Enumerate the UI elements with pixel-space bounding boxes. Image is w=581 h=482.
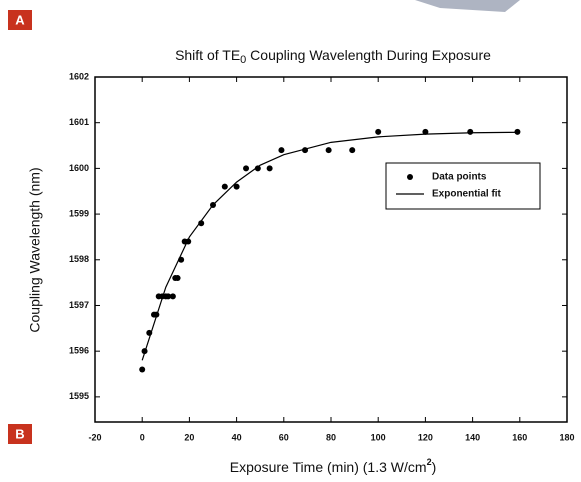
legend-box (385, 162, 541, 210)
y-tick-label: 1602 (69, 71, 89, 81)
data-point (139, 366, 146, 373)
x-tick-label: 20 (184, 432, 194, 442)
data-point (165, 293, 172, 300)
data-point (243, 165, 250, 172)
y-tick-label: 1600 (69, 163, 89, 173)
label-part: ) (432, 459, 437, 475)
data-point (467, 128, 474, 135)
x-tick-label: 180 (559, 432, 574, 442)
y-tick-label: 1596 (69, 346, 89, 356)
x-tick-label: 120 (418, 432, 433, 442)
panel-badge (8, 424, 32, 444)
legend-label: Exponential fit (432, 189, 502, 200)
data-point (325, 147, 332, 154)
label-part: Exposure Time (min) (1.3 W/cm (230, 459, 427, 475)
x-tick-label: -20 (88, 432, 101, 442)
data-point (375, 128, 382, 135)
x-tick-label: 160 (512, 432, 527, 442)
title-part: Shift of TE (175, 47, 240, 63)
plot-frame (94, 76, 568, 423)
decoration (415, 0, 520, 12)
title-part: Coupling Wavelength During Exposure (246, 47, 491, 63)
panel-label: A (15, 12, 25, 27)
y-tick-label: 1599 (69, 208, 89, 218)
y-tick-label: 1601 (69, 117, 89, 127)
panel-label: B (15, 426, 24, 441)
x-tick-label: 0 (140, 432, 145, 442)
legend-label: Data points (432, 172, 487, 183)
x-tick-label: 40 (232, 432, 242, 442)
y-tick-label: 1597 (69, 300, 89, 310)
data-point (349, 147, 356, 154)
data-point (174, 275, 181, 282)
title-subscript: 0 (240, 54, 246, 66)
fit-line (141, 131, 520, 361)
data-point (198, 220, 205, 227)
data-point (278, 147, 285, 154)
y-axis-label: Coupling Wavelength (nm) (27, 167, 43, 332)
x-axis-label: Exposure Time (min) (1.3 W/cm2) (230, 457, 437, 474)
panel-badge (8, 10, 32, 30)
data-point (266, 165, 273, 172)
x-tick-label: 140 (465, 432, 480, 442)
y-tick-label: 1595 (69, 391, 89, 401)
x-tick-label: 80 (326, 432, 336, 442)
data-point (254, 165, 261, 172)
label-superscript: 2 (427, 457, 432, 467)
y-tick-label: 1598 (69, 254, 89, 264)
chart-title: Shift of TE0 Coupling Wavelength During … (175, 47, 491, 66)
data-point (233, 183, 240, 190)
x-tick-label: 60 (279, 432, 289, 442)
x-tick-label: 100 (371, 432, 386, 442)
legend-marker (407, 174, 413, 180)
data-point (169, 293, 176, 300)
data-point (422, 128, 429, 135)
data-point (221, 183, 228, 190)
